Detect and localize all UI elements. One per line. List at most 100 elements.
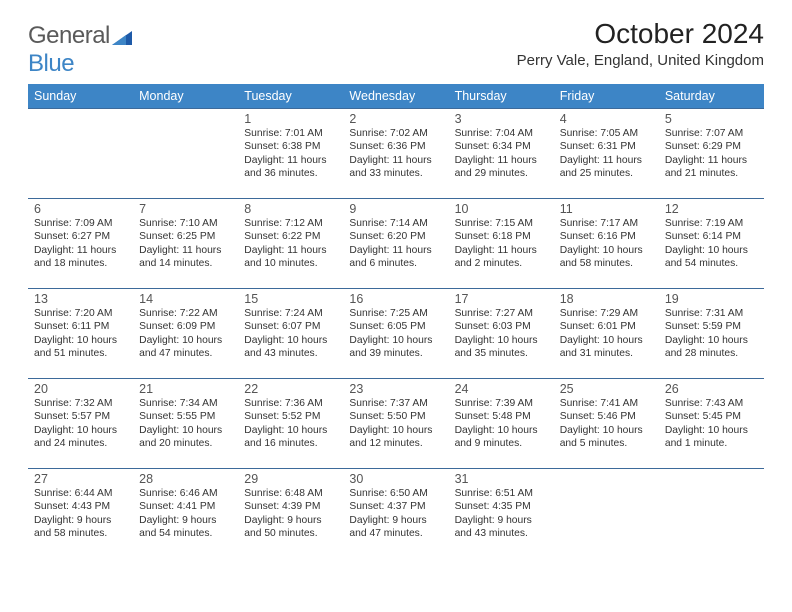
title-block: October 2024 Perry Vale, England, United… [517,18,764,69]
day-details: Sunrise: 7:27 AMSunset: 6:03 PMDaylight:… [455,307,548,361]
day-cell: 13Sunrise: 7:20 AMSunset: 6:11 PMDayligh… [28,289,133,379]
day-number: 14 [139,292,232,306]
logo-part2: Blue [28,50,74,77]
day-number: 10 [455,202,548,216]
day-cell: 31Sunrise: 6:51 AMSunset: 4:35 PMDayligh… [449,469,554,559]
day-number: 9 [349,202,442,216]
day-cell: 5Sunrise: 7:07 AMSunset: 6:29 PMDaylight… [659,109,764,199]
day-cell: 15Sunrise: 7:24 AMSunset: 6:07 PMDayligh… [238,289,343,379]
day-number: 7 [139,202,232,216]
day-header: Tuesday [238,84,343,109]
day-cell: 9Sunrise: 7:14 AMSunset: 6:20 PMDaylight… [343,199,448,289]
day-cell: 10Sunrise: 7:15 AMSunset: 6:18 PMDayligh… [449,199,554,289]
day-number: 5 [665,112,758,126]
day-number: 11 [560,202,653,216]
day-number: 22 [244,382,337,396]
day-details: Sunrise: 7:10 AMSunset: 6:25 PMDaylight:… [139,217,232,271]
day-number: 8 [244,202,337,216]
day-cell: 7Sunrise: 7:10 AMSunset: 6:25 PMDaylight… [133,199,238,289]
day-details: Sunrise: 7:01 AMSunset: 6:38 PMDaylight:… [244,127,337,181]
day-number: 19 [665,292,758,306]
day-number: 13 [34,292,127,306]
day-cell: 2Sunrise: 7:02 AMSunset: 6:36 PMDaylight… [343,109,448,199]
day-details: Sunrise: 7:14 AMSunset: 6:20 PMDaylight:… [349,217,442,271]
day-number: 29 [244,472,337,486]
calendar-body: 1Sunrise: 7:01 AMSunset: 6:38 PMDaylight… [28,109,764,559]
day-cell: 24Sunrise: 7:39 AMSunset: 5:48 PMDayligh… [449,379,554,469]
logo: GeneralBlue [28,18,132,78]
day-cell: 12Sunrise: 7:19 AMSunset: 6:14 PMDayligh… [659,199,764,289]
day-details: Sunrise: 7:17 AMSunset: 6:16 PMDaylight:… [560,217,653,271]
day-cell: 19Sunrise: 7:31 AMSunset: 5:59 PMDayligh… [659,289,764,379]
day-cell: 18Sunrise: 7:29 AMSunset: 6:01 PMDayligh… [554,289,659,379]
calendar-page: GeneralBlue October 2024 Perry Vale, Eng… [0,0,792,569]
day-number: 28 [139,472,232,486]
day-header: Sunday [28,84,133,109]
day-details: Sunrise: 7:15 AMSunset: 6:18 PMDaylight:… [455,217,548,271]
day-number: 31 [455,472,548,486]
day-number: 15 [244,292,337,306]
day-number: 16 [349,292,442,306]
day-details: Sunrise: 6:51 AMSunset: 4:35 PMDaylight:… [455,487,548,541]
day-details: Sunrise: 7:37 AMSunset: 5:50 PMDaylight:… [349,397,442,451]
day-header: Friday [554,84,659,109]
logo-triangle-icon [112,24,132,52]
logo-text: GeneralBlue [28,22,132,78]
day-details: Sunrise: 7:20 AMSunset: 6:11 PMDaylight:… [34,307,127,361]
day-details: Sunrise: 7:12 AMSunset: 6:22 PMDaylight:… [244,217,337,271]
day-cell: 21Sunrise: 7:34 AMSunset: 5:55 PMDayligh… [133,379,238,469]
month-title: October 2024 [517,18,764,50]
day-details: Sunrise: 7:25 AMSunset: 6:05 PMDaylight:… [349,307,442,361]
day-number: 1 [244,112,337,126]
day-details: Sunrise: 7:36 AMSunset: 5:52 PMDaylight:… [244,397,337,451]
calendar-head: SundayMondayTuesdayWednesdayThursdayFrid… [28,84,764,109]
day-header: Wednesday [343,84,448,109]
day-cell: 29Sunrise: 6:48 AMSunset: 4:39 PMDayligh… [238,469,343,559]
day-details: Sunrise: 7:41 AMSunset: 5:46 PMDaylight:… [560,397,653,451]
day-cell: 8Sunrise: 7:12 AMSunset: 6:22 PMDaylight… [238,199,343,289]
day-header: Saturday [659,84,764,109]
day-number: 30 [349,472,442,486]
calendar-table: SundayMondayTuesdayWednesdayThursdayFrid… [28,84,764,559]
day-cell: 16Sunrise: 7:25 AMSunset: 6:05 PMDayligh… [343,289,448,379]
day-details: Sunrise: 7:05 AMSunset: 6:31 PMDaylight:… [560,127,653,181]
day-details: Sunrise: 7:07 AMSunset: 6:29 PMDaylight:… [665,127,758,181]
day-details: Sunrise: 7:34 AMSunset: 5:55 PMDaylight:… [139,397,232,451]
day-details: Sunrise: 7:24 AMSunset: 6:07 PMDaylight:… [244,307,337,361]
day-cell: 4Sunrise: 7:05 AMSunset: 6:31 PMDaylight… [554,109,659,199]
week-row: 20Sunrise: 7:32 AMSunset: 5:57 PMDayligh… [28,379,764,469]
empty-cell [133,109,238,199]
day-number: 23 [349,382,442,396]
week-row: 27Sunrise: 6:44 AMSunset: 4:43 PMDayligh… [28,469,764,559]
day-details: Sunrise: 7:02 AMSunset: 6:36 PMDaylight:… [349,127,442,181]
day-header: Thursday [449,84,554,109]
location: Perry Vale, England, United Kingdom [517,52,764,69]
day-cell: 30Sunrise: 6:50 AMSunset: 4:37 PMDayligh… [343,469,448,559]
day-number: 18 [560,292,653,306]
day-cell: 1Sunrise: 7:01 AMSunset: 6:38 PMDaylight… [238,109,343,199]
day-details: Sunrise: 6:46 AMSunset: 4:41 PMDaylight:… [139,487,232,541]
day-details: Sunrise: 6:48 AMSunset: 4:39 PMDaylight:… [244,487,337,541]
header: GeneralBlue October 2024 Perry Vale, Eng… [28,18,764,78]
day-cell: 3Sunrise: 7:04 AMSunset: 6:34 PMDaylight… [449,109,554,199]
day-number: 25 [560,382,653,396]
day-details: Sunrise: 6:44 AMSunset: 4:43 PMDaylight:… [34,487,127,541]
day-details: Sunrise: 7:09 AMSunset: 6:27 PMDaylight:… [34,217,127,271]
day-number: 27 [34,472,127,486]
day-cell: 11Sunrise: 7:17 AMSunset: 6:16 PMDayligh… [554,199,659,289]
day-details: Sunrise: 7:43 AMSunset: 5:45 PMDaylight:… [665,397,758,451]
day-details: Sunrise: 7:04 AMSunset: 6:34 PMDaylight:… [455,127,548,181]
week-row: 1Sunrise: 7:01 AMSunset: 6:38 PMDaylight… [28,109,764,199]
day-details: Sunrise: 7:31 AMSunset: 5:59 PMDaylight:… [665,307,758,361]
week-row: 13Sunrise: 7:20 AMSunset: 6:11 PMDayligh… [28,289,764,379]
day-cell: 25Sunrise: 7:41 AMSunset: 5:46 PMDayligh… [554,379,659,469]
day-number: 24 [455,382,548,396]
day-cell: 23Sunrise: 7:37 AMSunset: 5:50 PMDayligh… [343,379,448,469]
day-cell: 27Sunrise: 6:44 AMSunset: 4:43 PMDayligh… [28,469,133,559]
day-details: Sunrise: 7:19 AMSunset: 6:14 PMDaylight:… [665,217,758,271]
day-number: 21 [139,382,232,396]
day-details: Sunrise: 7:32 AMSunset: 5:57 PMDaylight:… [34,397,127,451]
day-number: 20 [34,382,127,396]
day-number: 4 [560,112,653,126]
day-details: Sunrise: 6:50 AMSunset: 4:37 PMDaylight:… [349,487,442,541]
